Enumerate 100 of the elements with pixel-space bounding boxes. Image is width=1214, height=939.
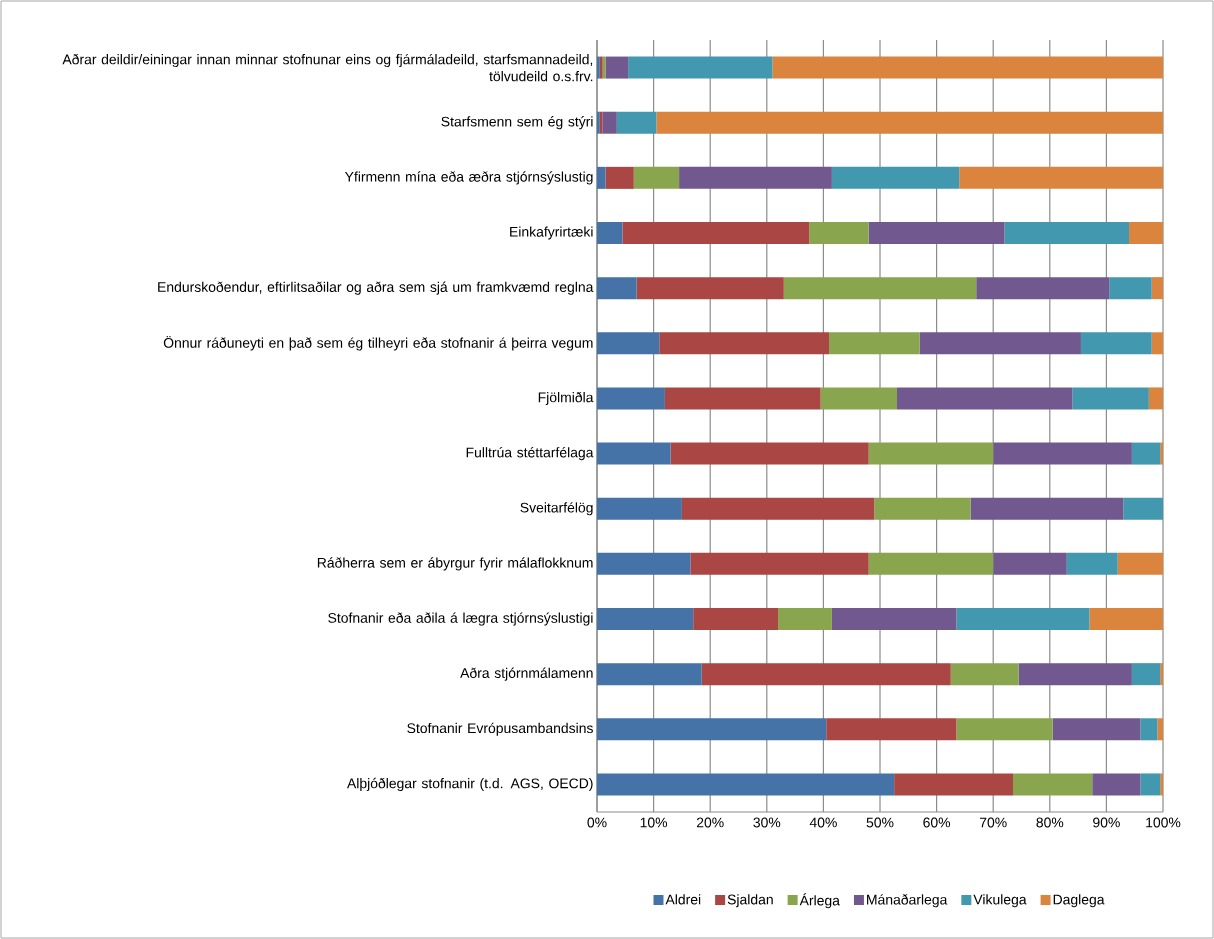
bar [1089, 608, 1164, 631]
bar [597, 552, 691, 575]
y-tick-label: Fjölmiðla [538, 391, 594, 406]
bar [656, 111, 1164, 134]
x-tick-label: 60% [923, 817, 951, 828]
bar [831, 608, 957, 631]
bar [1109, 277, 1152, 300]
y-tick-label: Alþjóðlegar stofnanir (t.d. AGS, OECD) [347, 777, 593, 792]
y-tick-label: Einkafyrirtæki [510, 226, 593, 240]
y-tick-label: Stofnanir Evrópusambandsins [407, 722, 593, 736]
bar [894, 773, 1014, 796]
bar [956, 718, 1053, 741]
bar [622, 222, 810, 244]
y-tick-label: Ráðherra sem er ábyrgur fyrir málaflokknum [317, 557, 593, 571]
y-tick-label: Önnur ráðuneyti en það sem ég tilheyri eða stofnanir á þeirra vegum [163, 336, 593, 351]
bar [976, 277, 1110, 300]
bar [602, 111, 617, 134]
bar [868, 442, 994, 465]
bar [597, 222, 623, 244]
bar [659, 332, 830, 355]
bar [597, 277, 637, 300]
bar [628, 56, 773, 79]
bar [1004, 222, 1130, 244]
bar [597, 718, 827, 741]
x-tick-label: 20% [696, 817, 724, 828]
bar [597, 442, 671, 465]
bar [597, 332, 660, 355]
bar [1131, 663, 1161, 686]
bar [1117, 552, 1164, 575]
x-tick-label: 90% [1093, 817, 1120, 828]
bar [605, 166, 634, 189]
legend-label: Mánaðarlega [867, 894, 948, 908]
bar [1148, 387, 1164, 410]
bar [993, 552, 1067, 575]
bar [597, 166, 606, 189]
bar [826, 718, 957, 741]
bar [1131, 442, 1161, 465]
bar [670, 442, 869, 465]
bar [597, 773, 895, 796]
bar [1140, 718, 1158, 741]
x-tick-label: 40% [809, 817, 837, 828]
y-tick-label: Sveitarfélög [520, 502, 593, 516]
bar [772, 56, 1164, 79]
bar [778, 608, 832, 631]
y-tick-label: Stofnanir eða aðila á lægra stjórnsýslustigi [328, 612, 593, 626]
x-tick-label: 0% [587, 817, 607, 828]
bar [597, 387, 665, 410]
bar [597, 608, 694, 631]
bar [1160, 773, 1164, 796]
legend-label: Sjaldan [727, 894, 773, 908]
y-tick-label: Yfirmenn mína eða æðra stjórnsýslustig [344, 171, 593, 185]
bar [820, 387, 897, 410]
bar [1129, 222, 1164, 244]
y-tick-label: Fulltrúa stéttarfélaga [466, 446, 594, 461]
bar [950, 663, 1019, 686]
legend-label: Aldrei [665, 894, 701, 905]
x-tick-label: 70% [979, 817, 1007, 828]
bar [970, 497, 1124, 520]
bar [1066, 552, 1118, 575]
x-tick-label: 80% [1036, 817, 1064, 828]
bar [831, 166, 960, 189]
x-tick-label: 50% [866, 817, 894, 828]
bar [701, 663, 951, 686]
bar [1018, 663, 1132, 686]
bar [1160, 442, 1164, 465]
bar [993, 442, 1132, 465]
bar [597, 663, 702, 686]
y-tick-label: Starfsmenn sem ég stýri [441, 116, 593, 130]
bar [959, 166, 1164, 189]
bar [1157, 718, 1164, 741]
x-tick-label: 10% [640, 817, 668, 828]
bar [1013, 773, 1093, 796]
bar [664, 387, 821, 410]
bar [1072, 387, 1149, 410]
bar [896, 387, 1073, 410]
x-tick-label: 30% [753, 817, 781, 828]
legend-label: Daglega [1053, 894, 1105, 908]
y-tick-label: Endurskoðendur, eftirlitsaðilar og aðra sem sjá um framkvæmd reglna [158, 281, 594, 295]
bar [1092, 773, 1141, 796]
bar [1151, 277, 1164, 300]
legend-label: Árlega [799, 893, 840, 909]
bar [1123, 497, 1164, 520]
x-tick-label: 100% [1146, 817, 1181, 828]
bar [783, 277, 977, 300]
bar [829, 332, 920, 355]
bar [956, 608, 1090, 631]
bar [693, 608, 779, 631]
bar [1151, 332, 1164, 355]
bar [605, 56, 629, 79]
bar [809, 222, 869, 244]
legend-label: Vikulega [973, 894, 1027, 908]
bar [919, 332, 1081, 355]
bar [1052, 718, 1141, 741]
y-tick-label: Aðra stjórnmálamenn [460, 667, 593, 681]
bar [679, 166, 832, 189]
bar [616, 111, 657, 134]
bar [1160, 663, 1164, 686]
bar [681, 497, 875, 520]
bar [597, 497, 682, 520]
bar [1140, 773, 1161, 796]
